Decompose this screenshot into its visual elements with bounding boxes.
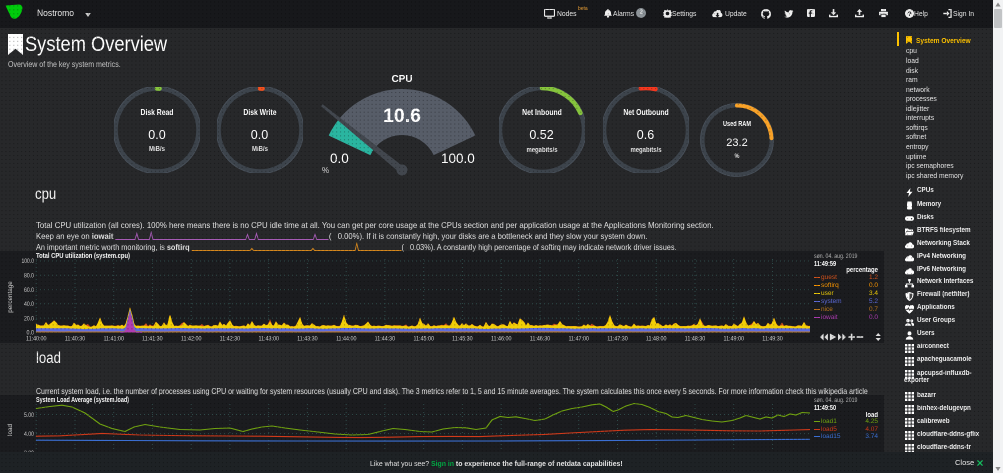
svg-text:11:44:00: 11:44:00 bbox=[336, 336, 357, 343]
svg-text:11:48:30: 11:48:30 bbox=[685, 336, 706, 343]
svg-text:11:45:00: 11:45:00 bbox=[413, 336, 434, 343]
svg-text:11:45:30: 11:45:30 bbox=[452, 336, 473, 343]
svg-text:11:41:00: 11:41:00 bbox=[103, 336, 124, 343]
svg-text:11:41:30: 11:41:30 bbox=[142, 336, 163, 343]
svg-text:?: ? bbox=[907, 11, 911, 18]
svg-text:load: load bbox=[7, 424, 14, 436]
svg-text:11:40:30: 11:40:30 bbox=[65, 336, 86, 343]
svg-text:percentage: percentage bbox=[7, 281, 14, 313]
svg-text:11:46:00: 11:46:00 bbox=[491, 336, 512, 343]
svg-text:5.00: 5.00 bbox=[24, 412, 34, 419]
svg-text:11:49:30: 11:49:30 bbox=[762, 336, 783, 343]
svg-text:System Load Average (system.lo: System Load Average (system.load) bbox=[36, 397, 129, 404]
svg-text:0.0: 0.0 bbox=[27, 330, 35, 337]
svg-text:Total CPU utilization (system.: Total CPU utilization (system.cpu) bbox=[36, 253, 130, 260]
svg-text:11:47:30: 11:47:30 bbox=[607, 336, 628, 343]
svg-text:11:40:00: 11:40:00 bbox=[26, 336, 47, 343]
svg-text:40.0: 40.0 bbox=[24, 301, 34, 308]
svg-text:60.0: 60.0 bbox=[24, 287, 34, 294]
svg-text:11:49:00: 11:49:00 bbox=[723, 336, 744, 343]
svg-text:4.00: 4.00 bbox=[24, 431, 34, 438]
svg-text:11:48:00: 11:48:00 bbox=[646, 336, 667, 343]
svg-text:11:43:00: 11:43:00 bbox=[258, 336, 279, 343]
svg-text:11:43:30: 11:43:30 bbox=[297, 336, 318, 343]
svg-text:11:44:30: 11:44:30 bbox=[375, 336, 396, 343]
svg-text:80.0: 80.0 bbox=[24, 273, 34, 280]
svg-text:11:47:00: 11:47:00 bbox=[568, 336, 589, 343]
svg-text:11:46:30: 11:46:30 bbox=[530, 336, 551, 343]
svg-text:11:42:30: 11:42:30 bbox=[220, 336, 241, 343]
svg-text:11:42:00: 11:42:00 bbox=[181, 336, 202, 343]
svg-text:100.0: 100.0 bbox=[22, 258, 35, 265]
svg-text:20.0: 20.0 bbox=[24, 315, 34, 322]
